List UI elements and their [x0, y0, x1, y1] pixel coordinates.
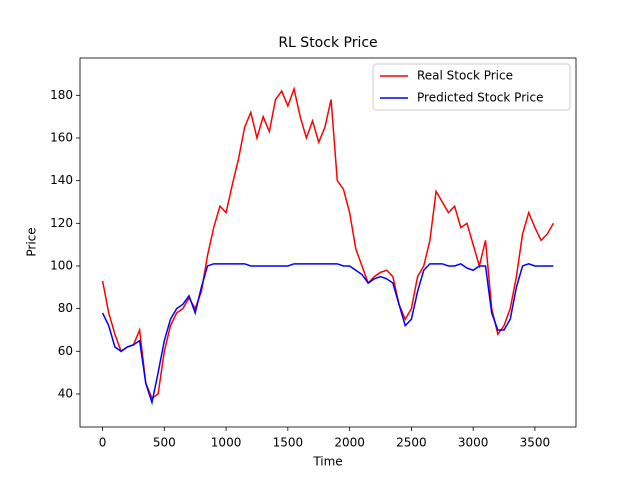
plot-frame	[79, 57, 577, 428]
y-tick-label: 80	[58, 301, 73, 315]
legend-label: Predicted Stock Price	[417, 91, 543, 105]
y-tick-label: 100	[50, 258, 73, 272]
chart-title: RL Stock Price	[278, 35, 377, 51]
x-tick-label: 3000	[458, 436, 489, 450]
y-tick-label: 120	[50, 216, 73, 230]
legend-label: Real Stock Price	[417, 69, 513, 83]
y-tick-label: 60	[58, 344, 73, 358]
x-tick-label: 2000	[334, 436, 365, 450]
series-line	[101, 86, 555, 400]
y-tick-label: 180	[50, 88, 73, 102]
x-tick-label: 0	[99, 436, 107, 450]
x-tick-label: 1000	[211, 436, 242, 450]
y-tick-label: 160	[50, 130, 73, 144]
x-tick-label: 500	[153, 436, 176, 450]
y-tick-label: 40	[58, 386, 73, 400]
x-tick-label: 3500	[520, 436, 551, 450]
legend-box	[372, 63, 571, 111]
x-tick-label: 2500	[396, 436, 427, 450]
x-tick-label: 1500	[273, 436, 304, 450]
series-line	[101, 262, 554, 406]
x-axis-label: Time	[312, 455, 342, 469]
y-tick-label: 140	[50, 173, 73, 187]
y-axis-label: Price	[25, 227, 39, 256]
